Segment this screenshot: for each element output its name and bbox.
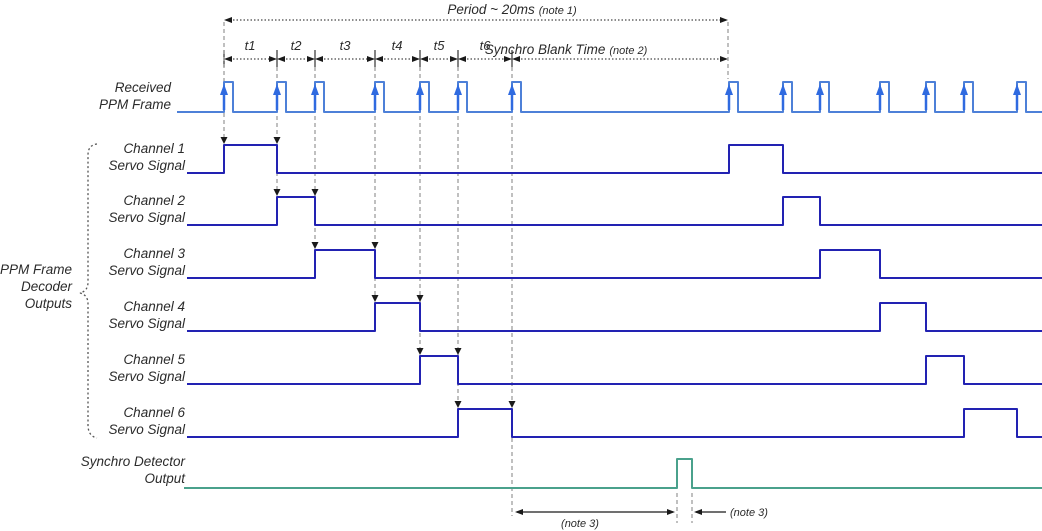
arrowhead-up-icon: [960, 84, 968, 95]
interval-label-t6: t6: [479, 38, 491, 53]
arrowhead-down-icon: [454, 348, 462, 355]
arrowhead-up-icon: [454, 84, 462, 95]
period-label: Period ~ 20ms (note 1): [260, 1, 764, 20]
arrowhead-up-icon: [508, 84, 516, 95]
arrowhead-left-icon: [315, 56, 323, 62]
arrowhead-right-icon: [307, 56, 315, 62]
channel-2-waveform: [187, 196, 1042, 226]
arrowhead-down-icon: [311, 242, 319, 249]
arrowhead-up-icon: [779, 84, 787, 95]
arrowhead-left-icon: [694, 509, 702, 515]
synchro-detector-waveform: [184, 458, 1042, 489]
channel-1-waveform: [187, 144, 1042, 174]
arrowhead-right-icon: [504, 56, 512, 62]
arrowhead-down-icon: [273, 137, 281, 144]
arrowhead-up-icon: [311, 84, 319, 95]
arrowhead-up-icon: [220, 84, 228, 95]
arrowhead-up-icon: [922, 84, 930, 95]
arrowhead-down-icon: [416, 295, 424, 302]
note3-left-label: (note 3): [561, 518, 599, 530]
channel-6-label: Channel 6 Servo Signal: [108, 405, 185, 437]
period-text: Period ~ 20ms: [447, 2, 535, 17]
arrowhead-down-icon: [371, 242, 379, 249]
blank-time-note: (note 2): [609, 45, 648, 57]
interval-label-t4: t4: [391, 38, 403, 53]
arrowhead-left-icon: [375, 56, 383, 62]
arrowhead-left-icon: [420, 56, 428, 62]
decoder-outputs-label: PPM Frame Decoder Outputs: [0, 262, 73, 311]
decoder-outputs-brace: [79, 143, 98, 439]
arrowhead-right-icon: [412, 56, 420, 62]
arrowhead-up-icon: [273, 84, 281, 95]
arrowhead-left-icon: [277, 56, 285, 62]
channel-2-label: Channel 2 Servo Signal: [108, 193, 185, 225]
blank-time-text: Synchro Blank Time: [484, 42, 606, 57]
arrowhead-up-icon: [371, 84, 379, 95]
arrowhead-up-icon: [816, 84, 824, 95]
arrowhead-left-icon: [512, 56, 520, 62]
arrowhead-down-icon: [508, 401, 516, 408]
arrowhead-right-icon: [667, 509, 675, 515]
arrowhead-down-icon: [416, 348, 424, 355]
channel-4-label: Channel 4 Servo Signal: [108, 299, 185, 331]
arrowhead-down-icon: [371, 295, 379, 302]
received-ppm-label: Received PPM Frame: [98, 80, 171, 112]
note3-right-label: (note 3): [730, 507, 768, 519]
channel-5-label: Channel 5 Servo Signal: [108, 352, 185, 384]
channel-5-waveform: [187, 355, 1042, 385]
arrowhead-up-icon: [416, 84, 424, 95]
arrowhead-down-icon: [220, 137, 228, 144]
interval-label-t1: t1: [244, 38, 256, 53]
arrowhead-right-icon: [269, 56, 277, 62]
interval-label-t5: t5: [433, 38, 445, 53]
arrowhead-down-icon: [273, 189, 281, 196]
arrowhead-right-icon: [720, 17, 728, 23]
channel-4-waveform: [187, 302, 1042, 332]
arrowhead-up-icon: [876, 84, 884, 95]
period-note: (note 1): [538, 5, 577, 17]
arrowhead-left-icon: [224, 56, 232, 62]
arrowhead-left-icon: [458, 56, 466, 62]
synchro-blank-time-label: Synchro Blank Time (note 2): [466, 41, 666, 60]
channel-1-label: Channel 1 Servo Signal: [108, 141, 185, 173]
arrowhead-down-icon: [311, 189, 319, 196]
arrowhead-right-icon: [720, 56, 728, 62]
synchro-output-label: Synchro Detector Output: [80, 454, 185, 486]
channel-6-waveform: [187, 408, 1042, 438]
interval-label-t3: t3: [339, 38, 351, 53]
arrowhead-up-icon: [1013, 84, 1021, 95]
arrowhead-up-icon: [725, 84, 733, 95]
arrowhead-left-icon: [224, 17, 232, 23]
arrowhead-left-icon: [515, 509, 523, 515]
arrowhead-down-icon: [454, 401, 462, 408]
channel-3-waveform: [187, 249, 1042, 279]
arrowhead-right-icon: [367, 56, 375, 62]
arrowhead-right-icon: [450, 56, 458, 62]
channel-3-label: Channel 3 Servo Signal: [108, 246, 185, 278]
interval-label-t2: t2: [290, 38, 302, 53]
received-ppm-waveform: [177, 81, 1042, 113]
